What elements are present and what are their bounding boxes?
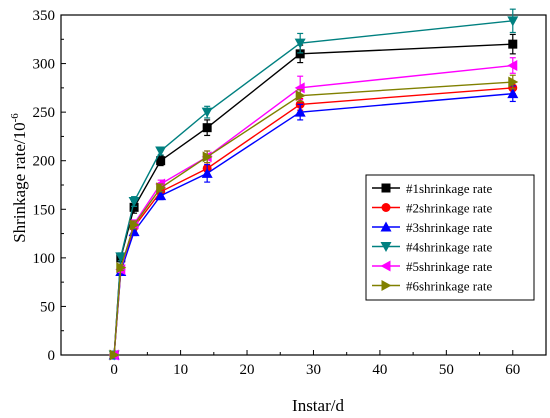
data-point <box>202 123 212 133</box>
data-point <box>294 106 306 117</box>
legend-label: #2shrinkage rate <box>406 201 493 216</box>
x-tick-label: 20 <box>240 362 255 378</box>
data-point <box>155 146 167 157</box>
y-tick-label: 200 <box>33 154 56 170</box>
data-point <box>508 39 518 49</box>
legend-label: #6shrinkage rate <box>406 279 493 294</box>
legend-marker <box>381 183 391 193</box>
y-tick-label: 300 <box>33 57 56 73</box>
data-point <box>507 16 519 27</box>
y-tick-label: 150 <box>33 202 56 218</box>
x-tick-label: 50 <box>439 362 454 378</box>
data-point <box>295 49 305 59</box>
data-point <box>129 202 139 212</box>
y-axis-title-exponent: -6 <box>9 113 21 123</box>
x-tick-label: 30 <box>306 362 321 378</box>
axes: 0 10 20 30 40 50 60 0 50 100 150 200 250 300 350 <box>33 8 547 378</box>
data-point <box>156 156 166 166</box>
series-6 <box>109 74 519 361</box>
legend-box <box>365 174 535 301</box>
data-point <box>295 90 306 102</box>
data-point <box>294 38 306 49</box>
series-4 <box>108 8 519 361</box>
y-tick-label: 50 <box>40 299 55 315</box>
legend-marker <box>381 203 391 212</box>
data-point <box>156 182 167 194</box>
data-point <box>129 219 140 231</box>
y-tick-label: 350 <box>33 8 56 24</box>
data-point <box>201 167 213 178</box>
data-point <box>294 82 305 94</box>
legend-marker <box>380 221 392 232</box>
data-point <box>155 190 167 201</box>
legend-label: #1shrinkage rate <box>406 181 493 196</box>
x-tick-label: 40 <box>372 362 387 378</box>
legend-label: #3shrinkage rate <box>406 220 493 235</box>
legend-label: #5shrinkage rate <box>406 259 493 274</box>
data-point <box>201 107 213 118</box>
legend-label: #4shrinkage rate <box>406 240 493 255</box>
x-tick-label: 60 <box>505 362 520 378</box>
data-point <box>508 76 519 88</box>
data-point <box>109 349 120 361</box>
legend-marker <box>380 242 392 252</box>
x-tick-label: 0 <box>110 362 118 378</box>
y-axis-title-main: Shrinkage rate/10 <box>10 122 29 242</box>
data-point <box>115 252 127 263</box>
data-point <box>116 262 127 274</box>
x-axis-title: Instar/d <box>292 396 344 415</box>
x-tick-label: 10 <box>173 362 188 378</box>
data-point <box>128 197 140 208</box>
series-layer <box>108 8 519 361</box>
y-tick-label: 0 <box>48 348 56 364</box>
legend-marker <box>380 260 391 272</box>
y-tick-label: 250 <box>33 105 56 121</box>
data-point <box>507 60 518 72</box>
legend: #1shrinkage rate #2shrinkage rate #3shrink… <box>365 174 535 301</box>
legend-marker <box>381 280 392 291</box>
data-point <box>202 151 213 163</box>
data-point <box>507 88 519 99</box>
y-tick-label: 100 <box>33 251 56 267</box>
y-axis-title: Shrinkage rate/10-6 <box>9 113 29 243</box>
